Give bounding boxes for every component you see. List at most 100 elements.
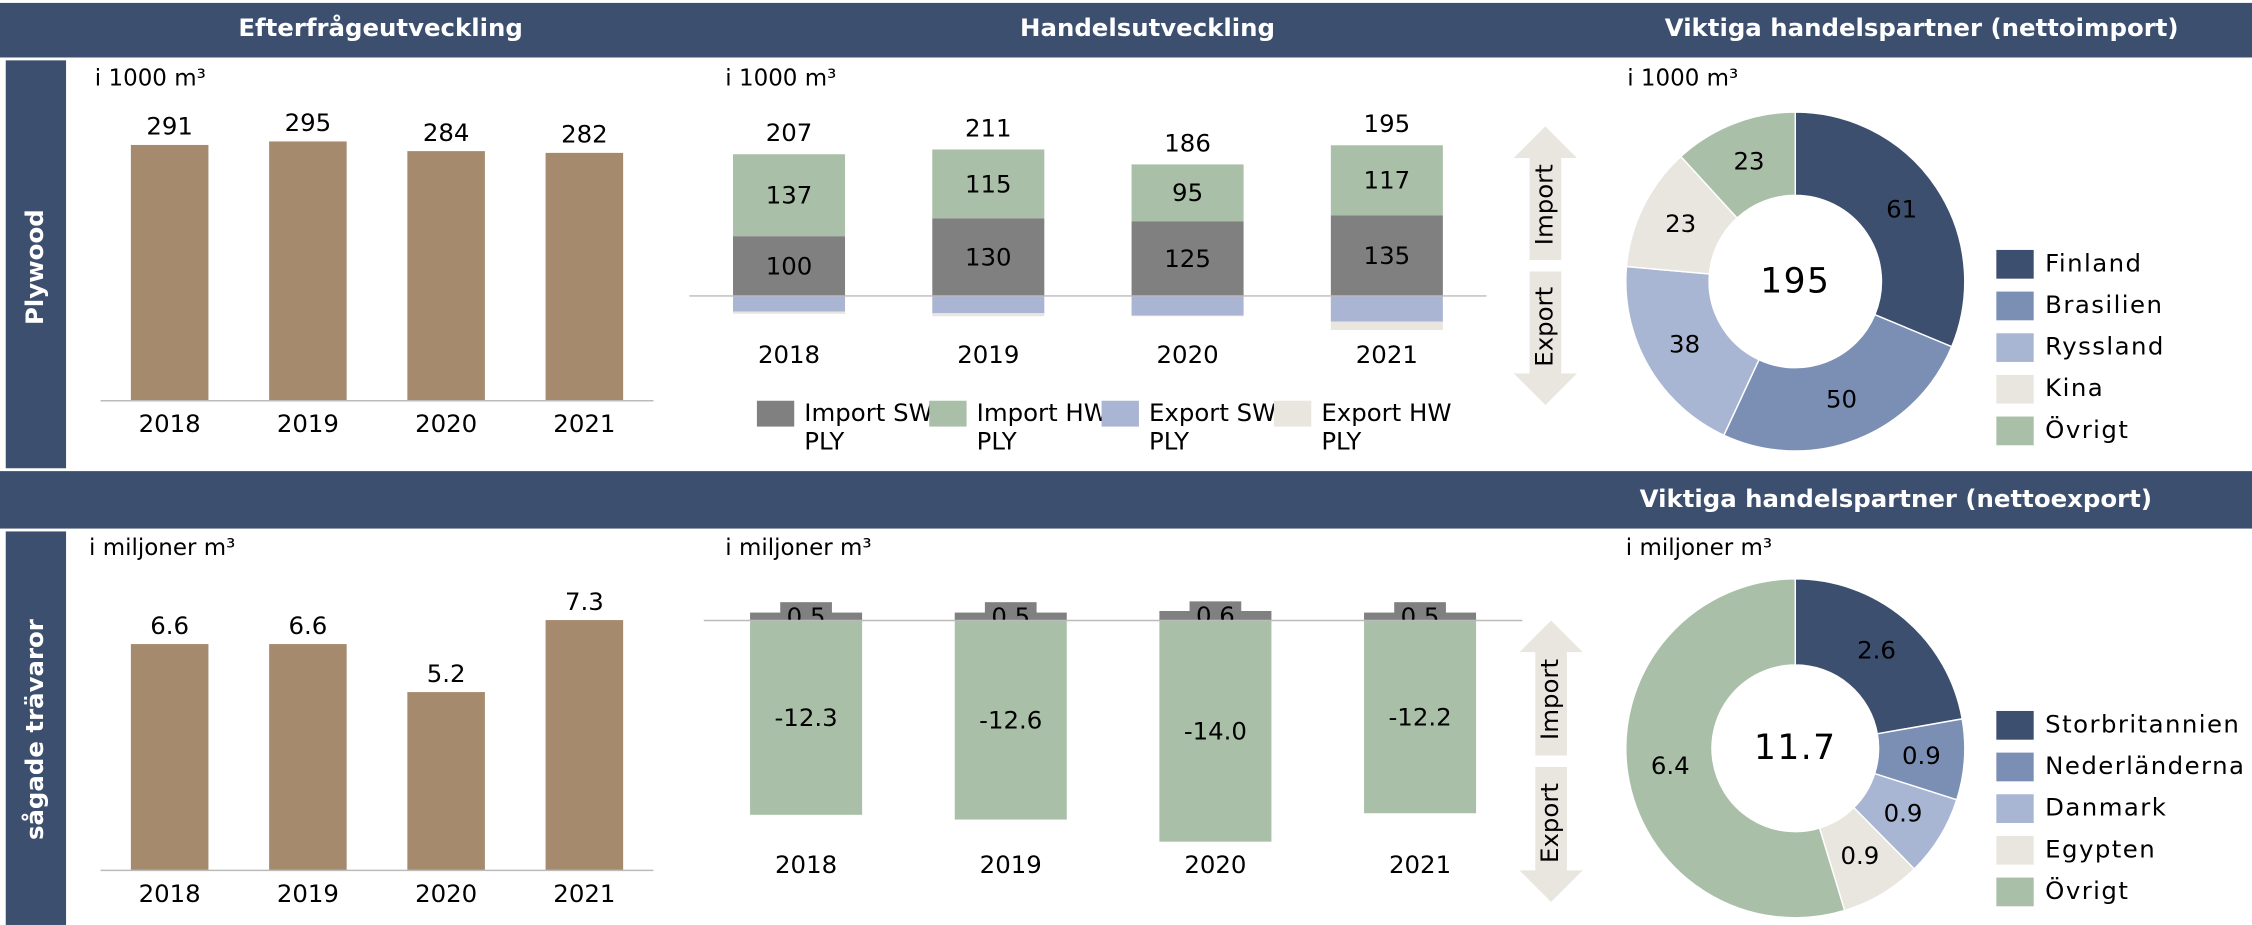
data-label: 2.6 bbox=[1857, 635, 1896, 664]
x-tick-label: 2018 bbox=[775, 850, 837, 879]
bar-segment bbox=[733, 154, 846, 237]
x-tick-label: 2021 bbox=[1356, 340, 1418, 369]
data-label: -14.0 bbox=[1184, 717, 1247, 746]
legend-label: Kina bbox=[2045, 373, 2104, 402]
legend-swatch bbox=[1996, 752, 2034, 782]
x-tick-label: 2018 bbox=[139, 409, 201, 438]
donut-slice bbox=[1722, 313, 1953, 452]
data-label: -12.3 bbox=[775, 703, 838, 732]
legend-item: Import SW PLY bbox=[804, 399, 933, 457]
data-label: 6.6 bbox=[150, 611, 189, 640]
data-label: 6.6 bbox=[288, 611, 327, 640]
section-header: Viktiga handelspartner (nettoimport) bbox=[1665, 13, 2179, 42]
arrow-down bbox=[1519, 766, 1583, 902]
legend-label: Övrigt bbox=[2045, 876, 2129, 905]
legend-label: Danmark bbox=[2045, 793, 2167, 822]
unit-label: i miljoner m³ bbox=[1626, 535, 1772, 561]
legend-label: Import SW PLY bbox=[804, 399, 933, 457]
bar bbox=[130, 644, 209, 871]
data-label: 117 bbox=[1364, 166, 1411, 195]
x-tick-label: 2018 bbox=[139, 879, 201, 908]
legend-swatch bbox=[1996, 416, 2034, 446]
legend-label: Ryssland bbox=[2045, 332, 2165, 361]
bar bbox=[130, 144, 209, 401]
total-label: 207 bbox=[766, 118, 813, 147]
legend-swatch bbox=[1273, 400, 1312, 427]
donut-slice bbox=[1679, 111, 1796, 219]
legend-label: Egypten bbox=[2045, 834, 2156, 863]
bar-segment bbox=[733, 236, 846, 296]
section-header: Viktiga handelspartner (nettoexport) bbox=[1640, 484, 2152, 513]
legend-item: Export SW PLY bbox=[1149, 399, 1276, 456]
total-label: 195 bbox=[1364, 109, 1411, 138]
donut-slice bbox=[1625, 265, 1760, 437]
bar-segment bbox=[1131, 221, 1244, 296]
unit-label: i 1000 m³ bbox=[725, 66, 836, 92]
bar-segment bbox=[1330, 295, 1443, 322]
x-tick-label: 2019 bbox=[277, 409, 339, 438]
x-tick-label: 2018 bbox=[758, 340, 820, 369]
unit-label: i 1000 m³ bbox=[95, 66, 206, 92]
data-label: 0.9 bbox=[1841, 841, 1880, 870]
data-label: 0.9 bbox=[1884, 798, 1923, 827]
x-tick-label: 2019 bbox=[957, 340, 1019, 369]
legend-swatch bbox=[1101, 400, 1139, 427]
data-label: 125 bbox=[1164, 244, 1211, 273]
bar-segment bbox=[932, 313, 1045, 317]
data-label: 137 bbox=[766, 181, 813, 210]
legend-swatch bbox=[1996, 249, 2034, 279]
donut-total: 195 bbox=[1760, 261, 1830, 301]
bar bbox=[407, 151, 485, 401]
donut-slice bbox=[1625, 578, 1846, 919]
bar-segment bbox=[1131, 315, 1244, 317]
arrow-label: Import bbox=[1529, 164, 1558, 245]
data-label: 115 bbox=[965, 169, 1012, 198]
arrow-label: Export bbox=[1535, 783, 1564, 863]
data-label: 95 bbox=[1172, 178, 1203, 207]
unit-label: i miljoner m³ bbox=[89, 535, 235, 561]
x-tick-label: 2021 bbox=[553, 879, 615, 908]
donut-total: 11.7 bbox=[1754, 728, 1836, 768]
x-tick-label: 2020 bbox=[1157, 340, 1219, 369]
data-label: 284 bbox=[423, 118, 470, 147]
bar-segment bbox=[733, 295, 846, 312]
data-label: 38 bbox=[1669, 329, 1700, 358]
legend-label: Nederländerna bbox=[2045, 751, 2245, 780]
legend-swatch bbox=[1996, 333, 2034, 362]
data-label: 130 bbox=[965, 243, 1012, 272]
data-label: -12.2 bbox=[1388, 702, 1451, 731]
total-label: 211 bbox=[965, 113, 1012, 142]
legend-swatch bbox=[1996, 710, 2034, 740]
bar-segment bbox=[733, 311, 846, 314]
bar-segment bbox=[1131, 164, 1244, 222]
data-label: 61 bbox=[1886, 195, 1917, 224]
x-tick-label: 2020 bbox=[415, 409, 477, 438]
legend-label: Brasilien bbox=[2045, 290, 2163, 319]
bar bbox=[545, 620, 624, 871]
legend-label: Övrigt bbox=[2045, 415, 2129, 444]
bar-segment bbox=[932, 295, 1045, 314]
legend-swatch bbox=[1996, 374, 2034, 404]
unit-label: i 1000 m³ bbox=[1627, 66, 1738, 92]
data-label: 295 bbox=[285, 108, 332, 137]
data-label: 0.9 bbox=[1902, 741, 1941, 770]
data-label: 5.2 bbox=[427, 659, 466, 688]
data-label: 23 bbox=[1733, 146, 1764, 175]
bar-segment bbox=[954, 620, 1067, 820]
data-label: 100 bbox=[766, 251, 813, 280]
data-label: 291 bbox=[146, 112, 193, 141]
legend-swatch bbox=[1996, 877, 2034, 907]
x-tick-label: 2021 bbox=[553, 409, 615, 438]
row-label: sågade trävaror bbox=[20, 619, 49, 840]
section-header: Efterfrågeutveckling bbox=[238, 13, 522, 42]
bar-segment bbox=[1330, 145, 1443, 216]
legend-label: Storbritannien bbox=[2045, 709, 2240, 738]
bar-segment bbox=[1159, 620, 1272, 842]
legend-swatch bbox=[1996, 794, 2034, 823]
data-label: 50 bbox=[1826, 385, 1857, 414]
x-tick-label: 2021 bbox=[1389, 850, 1451, 879]
legend-swatch bbox=[1996, 291, 2034, 321]
legend-item: Import HW PLY bbox=[977, 399, 1108, 456]
data-label: 23 bbox=[1665, 209, 1696, 238]
